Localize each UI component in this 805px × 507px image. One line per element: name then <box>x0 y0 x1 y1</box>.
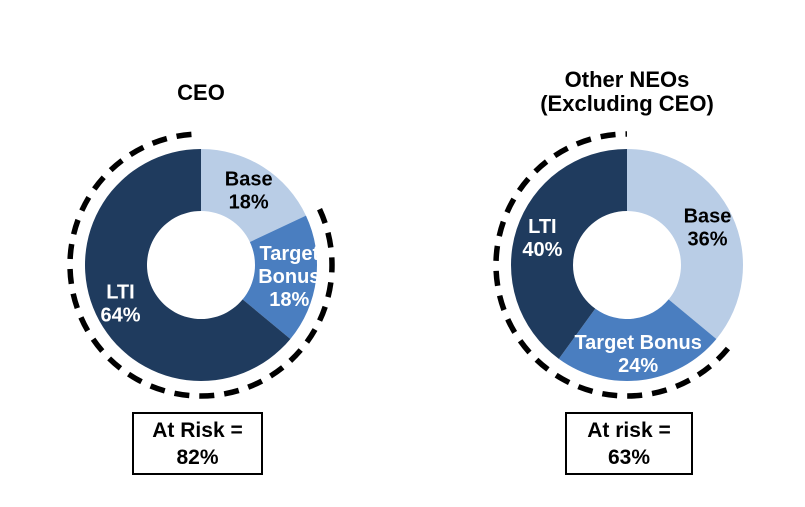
at-risk-value: 63% <box>607 445 651 469</box>
at-risk-label: At risk = <box>587 418 671 442</box>
donut-chart-other-neos: Base 36% Target Bonus 24% LTI 40% <box>493 131 743 399</box>
donut-segment-target-bonus <box>242 215 317 339</box>
donut-chart-ceo: Base 18% Target Bonus 18% LTI 64% <box>67 131 335 399</box>
segment-label-target-bonus: Target Bonus 24% <box>574 332 701 377</box>
donut-segment-target-bonus <box>558 299 717 381</box>
chart-title-line: CEO <box>177 80 225 105</box>
at-risk-dashed-arc <box>493 131 731 399</box>
at-risk-dashed-arc <box>67 131 335 399</box>
donut-segment-lti <box>511 149 627 359</box>
donut-segment-base <box>201 149 306 243</box>
donut-segment-lti <box>84 149 291 381</box>
segment-label-lti: LTI 40% <box>522 216 562 261</box>
chart-title-line: Other NEOs <box>564 67 690 92</box>
at-risk-value: 82% <box>176 445 219 469</box>
chart-title-line: (Excluding CEO) <box>540 91 714 116</box>
at-risk-box-other-neos: At risk = 63% <box>565 412 693 475</box>
donut-segment-base <box>627 149 743 339</box>
at-risk-label: At Risk = <box>152 418 243 442</box>
segment-label-lti: LTI 64% <box>100 281 140 326</box>
segment-label-base: Base 36% <box>684 206 732 251</box>
chart-title-other-neos: Other NEOs (Excluding CEO) <box>482 68 772 116</box>
chart-title-ceo: CEO <box>56 81 346 105</box>
segment-label-target-bonus: Target Bonus 18% <box>258 243 320 311</box>
at-risk-box-ceo: At Risk = 82% <box>132 412 263 475</box>
segment-label-base: Base 18% <box>225 168 273 213</box>
